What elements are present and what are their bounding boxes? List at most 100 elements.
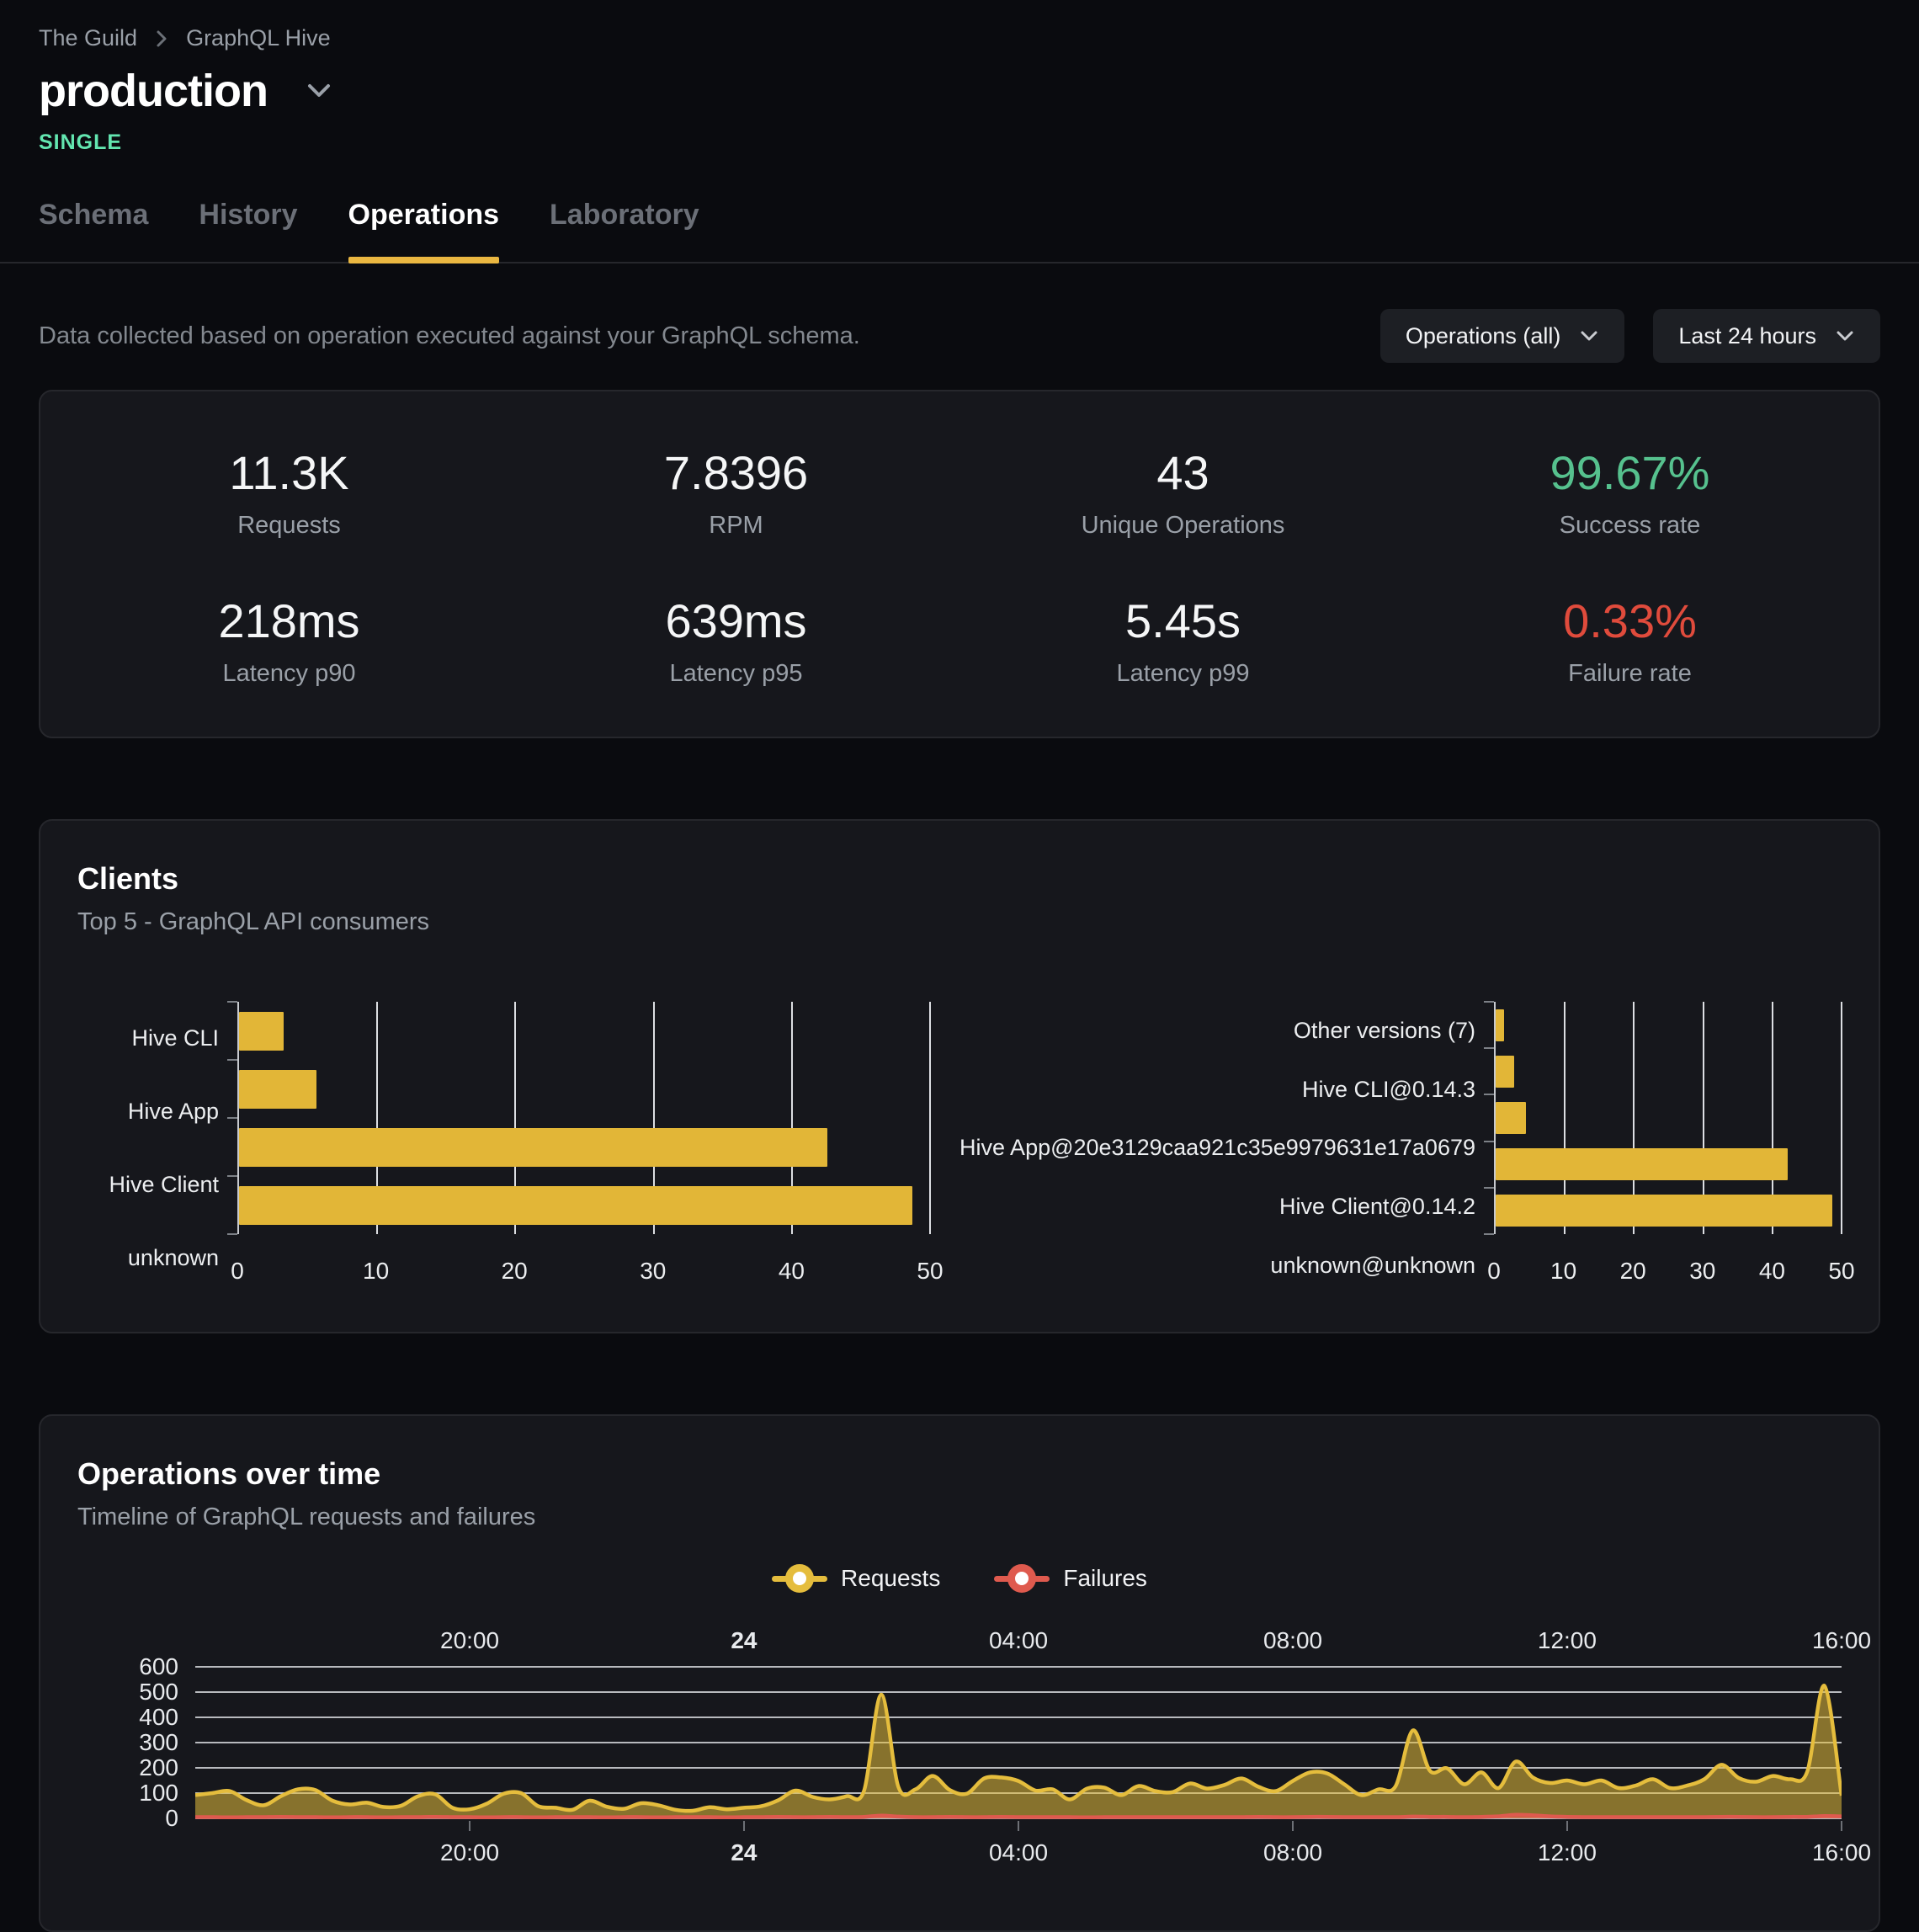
- axis-tick: [1484, 1233, 1494, 1235]
- stat-label: Requests: [237, 512, 341, 539]
- y-tick-label-500: 500: [139, 1679, 178, 1705]
- time-label-08-00: 08:00: [1263, 1627, 1323, 1653]
- tab-schema[interactable]: Schema: [39, 199, 149, 231]
- series-area-requests: [195, 1685, 1842, 1818]
- legend-item-failures[interactable]: Failures: [994, 1563, 1147, 1594]
- y-tick-label-200: 200: [139, 1754, 178, 1780]
- legend-item-requests[interactable]: Requests: [772, 1563, 940, 1594]
- axis-tick: [1484, 1047, 1494, 1050]
- bar-row-hive-cli: [239, 1002, 930, 1060]
- axis-tick: [227, 1117, 237, 1119]
- x-tick-label: 20: [501, 1258, 528, 1284]
- stat-value: 5.45s: [1125, 594, 1241, 647]
- stat-failure-rate: 0.33% Failure rate: [1406, 593, 1853, 688]
- bar-row-hive-cli-0-14-3: [1496, 1048, 1842, 1094]
- x-tick-label: 40: [778, 1258, 805, 1284]
- time-label-24: 24: [731, 1839, 758, 1865]
- clients-by-version-bar-chart: Other versions (7) Hive CLI@0.14.3 Hive Ap…: [960, 1001, 1855, 1295]
- page-title: production: [39, 66, 268, 116]
- bar-row-hive-client-0-14-2: [1496, 1142, 1842, 1188]
- bar-hive-client[interactable]: [239, 1127, 828, 1167]
- bar-unknown-unknown[interactable]: [1496, 1195, 1833, 1227]
- time-label-16-00: 16:00: [1811, 1627, 1872, 1653]
- gridline: [790, 1002, 793, 1234]
- axis-tick: [1841, 1821, 1842, 1831]
- legend-label: Requests: [841, 1565, 941, 1591]
- axis-tick: [227, 1233, 237, 1235]
- operations-filter-dropdown[interactable]: Operations (all): [1379, 309, 1625, 363]
- axis-tick: [1484, 1140, 1494, 1142]
- page-description: Data collected based on operation execut…: [39, 322, 860, 349]
- bar-category-label-hive-client-0-14-2: Hive Client@0.14.2: [1278, 1194, 1475, 1220]
- breadcrumb-org[interactable]: The Guild: [39, 25, 138, 51]
- stat-label: Latency p95: [669, 660, 803, 687]
- timeline-x-axis-bottom: 20:00 24 04:00 08:00 12:00 16:00: [195, 1821, 1871, 1893]
- period-filter-dropdown[interactable]: Last 24 hours: [1653, 309, 1880, 363]
- stat-label: Failure rate: [1568, 660, 1692, 687]
- axis-tick: [1484, 1186, 1494, 1189]
- axis-tick: [1018, 1821, 1019, 1831]
- bar-category-label-hive-cli-0-14-3: Hive CLI@0.14.3: [1301, 1076, 1475, 1102]
- x-tick-label: 50: [917, 1258, 944, 1284]
- bar-category-label-unknown-unknown: unknown@unknown: [1270, 1252, 1475, 1278]
- gridline: [1841, 1002, 1842, 1234]
- gridline: [514, 1002, 517, 1234]
- bar-row-hive-app: [239, 1060, 930, 1118]
- timeline-card-title: Operations over time: [77, 1456, 381, 1491]
- bar-other-versions-7[interactable]: [1496, 1009, 1504, 1041]
- axis-tick: [227, 1001, 237, 1003]
- operations-filter-label: Operations (all): [1405, 322, 1561, 349]
- bar-chart-x-axis: 0 10 20 30 40 50: [231, 1243, 943, 1295]
- stat-unique-operations: 43 Unique Operations: [960, 445, 1406, 540]
- time-label-04-00: 04:00: [988, 1627, 1049, 1653]
- toolbar: Data collected based on operation execut…: [39, 309, 1880, 363]
- bar-hive-app[interactable]: [239, 1069, 316, 1109]
- y-tick-label-300: 300: [139, 1729, 178, 1755]
- timeline-chart: 20:00 24 04:00 08:00 12:00 16:00 0 100 200 300 40…: [77, 1615, 1871, 1893]
- gridline: [1564, 1002, 1566, 1234]
- timeline-y-axis: 0 100 200 300 400 500 600: [77, 1653, 195, 1831]
- y-tick-label-600: 600: [139, 1653, 178, 1679]
- stat-latency-p95: 639ms Latency p95: [513, 593, 960, 688]
- clients-card-title: Clients: [77, 861, 179, 896]
- bar-row-other-versions-7: [1496, 1002, 1842, 1048]
- time-label-20-00: 20:00: [440, 1839, 500, 1865]
- bar-row-hive-client: [239, 1118, 930, 1176]
- axis-tick: [1484, 1094, 1494, 1096]
- gridline: [1702, 1002, 1704, 1234]
- series-line-failures: [195, 1812, 1842, 1820]
- tab-operations[interactable]: Operations: [348, 199, 500, 263]
- y-tick-label-0: 0: [165, 1805, 178, 1831]
- stat-label: Unique Operations: [1081, 512, 1285, 539]
- time-label-20-00: 20:00: [440, 1627, 500, 1653]
- time-label-12-00: 12:00: [1537, 1839, 1597, 1865]
- bar-hive-cli[interactable]: [239, 1011, 284, 1051]
- target-selector-chevron-down-icon[interactable]: [305, 82, 333, 100]
- chevron-down-icon: [1835, 330, 1855, 343]
- bar-hive-app-20e3129caa921c35e9979631e17a0679[interactable]: [1496, 1102, 1527, 1134]
- tab-laboratory[interactable]: Laboratory: [550, 199, 699, 231]
- breadcrumb-project[interactable]: GraphQL Hive: [186, 25, 331, 51]
- bar-unknown[interactable]: [239, 1185, 912, 1225]
- bar-category-label-unknown: unknown: [127, 1245, 219, 1270]
- x-tick-label: 30: [640, 1258, 667, 1284]
- bar-category-label-hive-client: Hive Client: [109, 1172, 219, 1197]
- stat-success-rate: 99.67% Success rate: [1406, 445, 1853, 540]
- axis-tick: [227, 1059, 237, 1061]
- stat-label: RPM: [709, 512, 763, 539]
- tab-bar: Schema History Operations Laboratory: [0, 199, 1919, 263]
- stat-latency-p99: 5.45s Latency p99: [960, 593, 1406, 688]
- series-line-requests: [195, 1684, 1842, 1813]
- gridline: [652, 1002, 655, 1234]
- clients-card-subtitle: Top 5 - GraphQL API consumers: [77, 908, 430, 935]
- timeline-plot-area[interactable]: [195, 1664, 1842, 1821]
- gridline: [376, 1002, 379, 1234]
- tab-history[interactable]: History: [199, 199, 298, 231]
- x-tick-label: 0: [1487, 1258, 1501, 1284]
- stat-value: 99.67%: [1550, 446, 1710, 499]
- x-tick-label: 10: [363, 1258, 390, 1284]
- bar-hive-client-0-14-2[interactable]: [1496, 1148, 1788, 1181]
- bar-hive-cli-0-14-3[interactable]: [1496, 1055, 1515, 1088]
- stat-value: 7.8396: [663, 446, 809, 499]
- bar-category-label-hive-app-20e3129caa921c35e9979631e17a0679: Hive App@20e3129caa921c35e9979631e17a067…: [960, 1135, 1475, 1161]
